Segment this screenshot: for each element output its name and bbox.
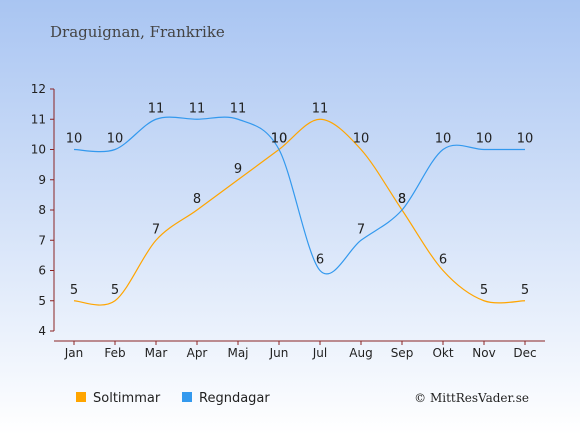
data-label: 10 (66, 132, 83, 147)
x-tick-label: Maj (227, 346, 248, 360)
y-tick-label: 9 (38, 173, 46, 187)
data-label: 8 (193, 192, 201, 207)
data-label: 5 (521, 283, 529, 298)
x-tick-label: Aug (349, 346, 372, 360)
data-label: 11 (312, 101, 329, 116)
data-label: 10 (435, 132, 452, 147)
x-tick-label: Jul (312, 346, 327, 360)
y-tick-label: 11 (31, 112, 46, 126)
x-tick-label: Nov (472, 346, 495, 360)
x-tick-label: Jun (269, 346, 289, 360)
data-label: 10 (476, 132, 493, 147)
y-tick-label: 4 (38, 324, 46, 338)
legend-swatch (76, 392, 86, 402)
data-label: 10 (517, 132, 534, 147)
data-label: 10 (271, 132, 288, 147)
data-label: 11 (148, 101, 165, 116)
y-tick-label: 6 (38, 264, 46, 278)
data-label: 5 (70, 283, 78, 298)
x-tick-label: Jan (64, 346, 84, 360)
x-tick-label: Mar (145, 346, 168, 360)
legend-label: Regndagar (199, 391, 270, 406)
x-tick-label: Okt (432, 346, 453, 360)
data-label: 7 (357, 222, 365, 237)
data-label: 6 (316, 253, 324, 268)
x-tick-label: Dec (513, 346, 536, 360)
data-label: 11 (230, 101, 247, 116)
y-tick-label: 12 (31, 82, 46, 96)
x-tick-label: Sep (391, 346, 414, 360)
data-label: 8 (398, 192, 406, 207)
y-tick-label: 5 (38, 294, 46, 308)
data-label: 11 (189, 101, 206, 116)
y-tick-label: 7 (38, 233, 46, 247)
data-label: 8 (398, 192, 406, 207)
series-line-1 (73, 118, 526, 306)
legend-swatch (182, 392, 192, 402)
data-label: 5 (480, 283, 488, 298)
data-label: 6 (439, 253, 447, 268)
data-label: 5 (111, 283, 119, 298)
chart-title: Draguignan, Frankrike (50, 23, 225, 41)
y-tick-label: 10 (31, 143, 46, 157)
y-tick-label: 8 (38, 203, 46, 217)
data-label: 10 (271, 132, 288, 147)
data-label: 10 (107, 132, 124, 147)
x-tick-label: Feb (104, 346, 125, 360)
credit-text: © MittResVader.se (414, 391, 529, 405)
data-label: 9 (234, 162, 242, 177)
data-label: 10 (353, 132, 370, 147)
data-label: 7 (152, 222, 160, 237)
series-line-2 (73, 116, 525, 275)
legend-label: Soltimmar (93, 391, 161, 406)
x-tick-label: Apr (187, 346, 208, 360)
